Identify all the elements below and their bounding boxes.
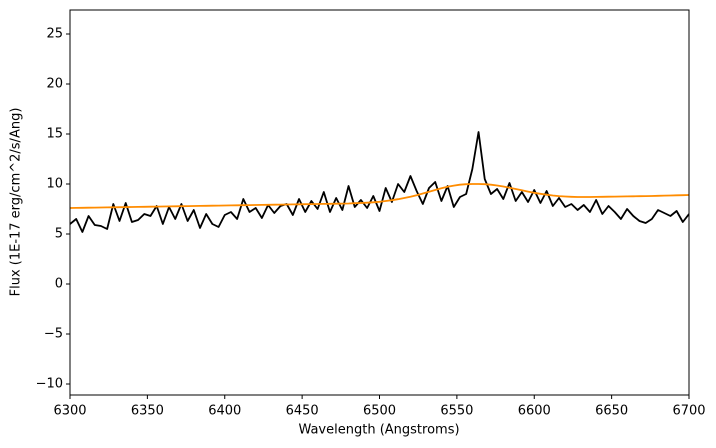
x-tick-label: 6600 <box>518 404 551 419</box>
x-axis-label: Wavelength (Angstroms) <box>298 423 459 438</box>
y-tick-label: −5 <box>44 327 63 342</box>
x-tick-label: 6300 <box>53 404 86 419</box>
y-axis-label: Flux (1E-17 erg/cm^2/s/Ang) <box>9 108 24 297</box>
data-line <box>70 183 689 209</box>
y-tick-label: 0 <box>55 277 63 292</box>
plot-frame <box>69 9 690 396</box>
x-tick-label: 6350 <box>131 404 164 419</box>
y-tick-label: −10 <box>36 377 63 392</box>
x-tick-label: 6700 <box>672 404 705 419</box>
y-tick-label: 15 <box>46 127 63 142</box>
x-tick-label: 6650 <box>595 404 628 419</box>
y-tick-label: 25 <box>46 27 63 42</box>
y-tick-label: 20 <box>46 77 63 92</box>
y-tick-label: 5 <box>55 227 63 242</box>
x-tick-label: 6500 <box>363 404 396 419</box>
x-tick-label: 6450 <box>286 404 319 419</box>
y-tick-label: 10 <box>46 177 63 192</box>
x-tick-label: 6550 <box>440 404 473 419</box>
x-tick-label: 6400 <box>208 404 241 419</box>
data-line <box>70 131 689 233</box>
